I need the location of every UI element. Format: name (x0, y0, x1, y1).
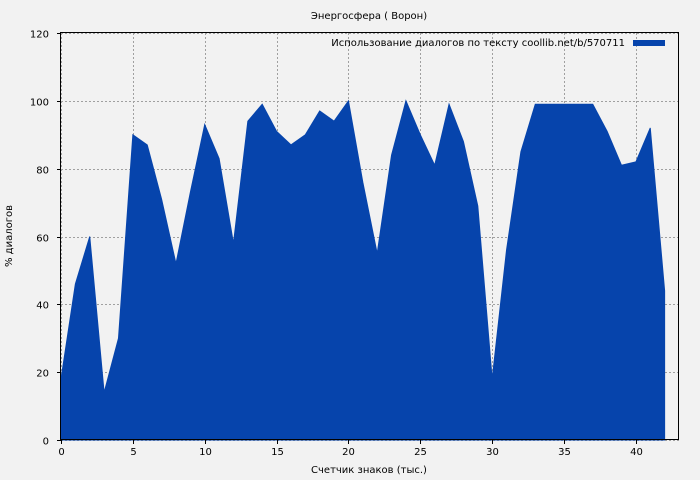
legend: Использование диалогов по тексту coollib… (331, 38, 665, 49)
x-tick-label-1: 5 (130, 447, 136, 458)
y-tick-label-4: 80 (36, 166, 49, 177)
x-tick-label-4: 20 (342, 447, 355, 458)
y-tick-label-2: 40 (36, 301, 49, 312)
chart-title: Энергосфера ( Ворон) (311, 11, 427, 22)
y-tick-label-3: 60 (36, 234, 49, 245)
x-tick-label-2: 10 (199, 447, 212, 458)
y-tick-label-5: 100 (30, 98, 49, 109)
legend-label: Использование диалогов по тексту coollib… (331, 38, 625, 49)
y-axis: 0 20 40 60 80 100 120 (30, 30, 61, 448)
x-tick-label-8: 40 (630, 447, 643, 458)
y-axis-label: % диалогов (4, 205, 15, 267)
series-area (60, 99, 666, 441)
x-axis: 0 5 10 15 20 25 30 35 40 (58, 440, 643, 458)
y-tick-label-1: 20 (36, 369, 49, 380)
x-tick-label-0: 0 (58, 447, 64, 458)
legend-swatch (633, 40, 665, 46)
x-tick-label-5: 25 (414, 447, 427, 458)
series-area-fill (60, 99, 666, 441)
x-tick-label-6: 30 (486, 447, 499, 458)
x-axis-label: Счетчик знаков (тыс.) (311, 465, 427, 476)
x-tick-label-7: 35 (558, 447, 571, 458)
y-tick-label-6: 120 (30, 30, 49, 41)
y-tick-label-0: 0 (43, 437, 49, 448)
plot-frame (60, 32, 679, 440)
x-tick-label-3: 15 (271, 447, 284, 458)
